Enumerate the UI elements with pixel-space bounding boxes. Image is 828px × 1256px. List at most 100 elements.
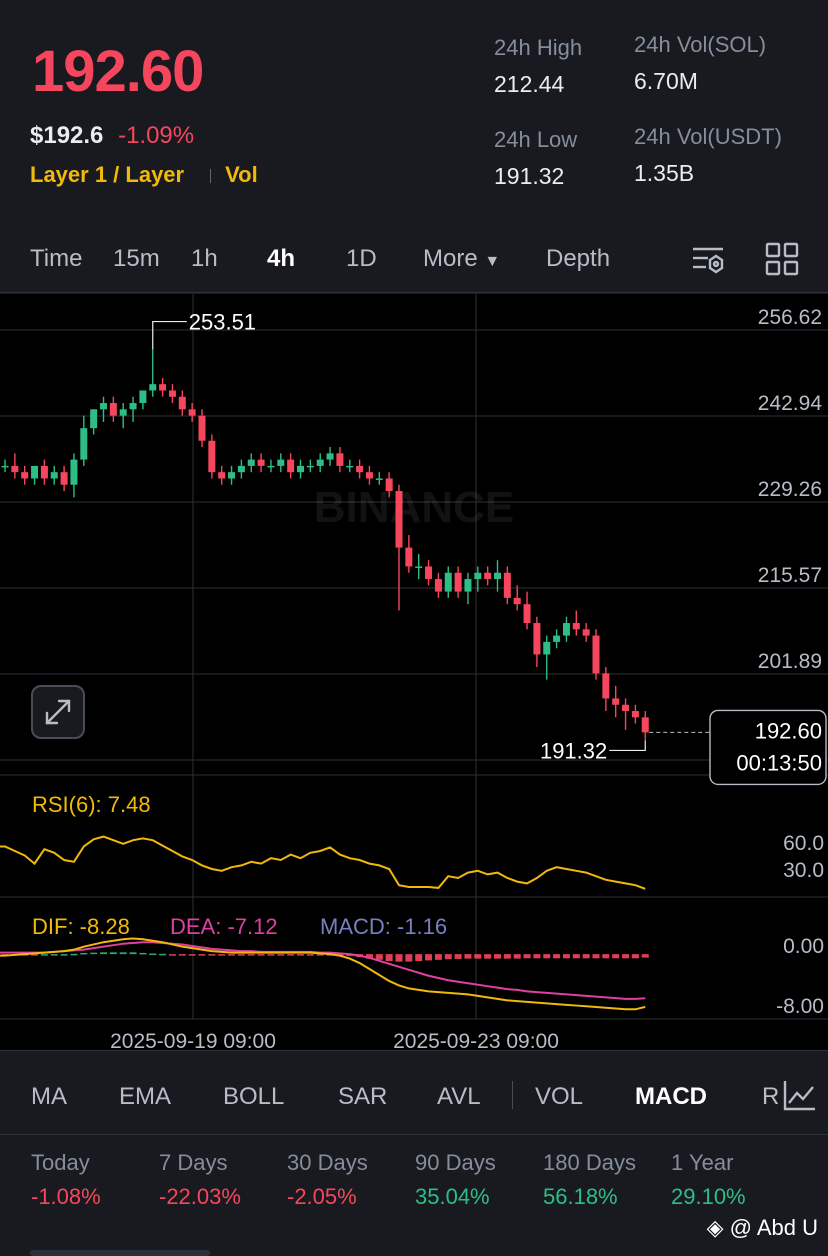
tab-more[interactable]: More ▼ bbox=[423, 245, 500, 273]
perf-label: 30 Days bbox=[287, 1150, 368, 1175]
macd-histogram-bar bbox=[622, 954, 630, 959]
candles-group bbox=[1, 349, 649, 741]
macd-panel: DIF: -8.28 DEA: -7.12 MACD: -1.16 0.00 -8.00 bbox=[0, 914, 824, 1018]
price-tick-label: 215.57 bbox=[758, 564, 822, 587]
rsi-tick-label: 30.0 bbox=[783, 859, 824, 882]
tab-ema[interactable]: EMA bbox=[119, 1083, 172, 1110]
macd-histogram-bar bbox=[503, 954, 511, 959]
indicator-settings-icon[interactable] bbox=[782, 1077, 818, 1113]
indicator-tabs: MA EMA BOLL SAR AVL VOL MACD R bbox=[0, 1050, 828, 1135]
tab-ma[interactable]: MA bbox=[31, 1083, 67, 1110]
macd-histogram-bar bbox=[129, 952, 137, 955]
tab-time[interactable]: Time bbox=[30, 245, 83, 272]
candle-body bbox=[602, 673, 610, 699]
candle-body bbox=[178, 396, 186, 410]
tab-4h[interactable]: 4h bbox=[267, 245, 296, 272]
candle-body bbox=[562, 623, 570, 636]
tab-vol[interactable]: VOL bbox=[535, 1083, 584, 1110]
stat-label: 24h High bbox=[494, 35, 583, 60]
candle-body bbox=[454, 572, 462, 592]
tag-row: Layer 1 / Layer Vol bbox=[30, 162, 258, 188]
perf-value: 56.18% bbox=[543, 1184, 618, 1209]
dea-label: DEA: -7.12 bbox=[170, 914, 278, 939]
user-watermark: ◈ @ Abd U bbox=[707, 1215, 818, 1241]
candle-body bbox=[513, 597, 521, 605]
macd-histogram-bar bbox=[484, 954, 492, 959]
candle-body bbox=[375, 478, 383, 480]
tab-avl[interactable]: AVL bbox=[437, 1083, 481, 1110]
tab-15m[interactable]: 15m bbox=[113, 245, 160, 272]
macd-histogram-bar bbox=[149, 953, 157, 956]
macd-tick-label: -8.00 bbox=[776, 995, 824, 1018]
vol-tag[interactable]: Vol bbox=[225, 162, 258, 187]
perf-90d: 90 Days 35.04% bbox=[415, 1150, 496, 1210]
time-tick-label: 2025-09-19 09:00 bbox=[110, 1030, 276, 1050]
candle-body bbox=[415, 566, 423, 568]
candle-body bbox=[306, 465, 314, 468]
candle-body bbox=[425, 566, 433, 580]
macd-histogram-bar bbox=[31, 954, 39, 956]
rsi-label: RSI(6): 7.48 bbox=[32, 792, 151, 817]
perf-1y: 1 Year 29.10% bbox=[671, 1150, 746, 1210]
tab-depth[interactable]: Depth bbox=[546, 245, 611, 272]
macd-histogram-bar bbox=[405, 954, 413, 962]
macd-histogram-bar bbox=[592, 954, 600, 959]
candle-body bbox=[533, 623, 541, 655]
candle-body bbox=[257, 459, 265, 466]
stat-value: 191.32 bbox=[494, 163, 565, 189]
perf-label: Today bbox=[31, 1150, 90, 1175]
change-percent: -1.09% bbox=[118, 122, 195, 149]
tab-1d[interactable]: 1D bbox=[346, 245, 377, 272]
price-tick-label: 201.89 bbox=[758, 650, 822, 673]
candle-body bbox=[70, 459, 78, 485]
macd-histogram-bar bbox=[40, 954, 48, 956]
macd-histogram-bar bbox=[70, 953, 78, 956]
tab-sar[interactable]: SAR bbox=[338, 1083, 388, 1110]
category-tag[interactable]: Layer 1 / Layer bbox=[30, 162, 185, 187]
candle-body bbox=[159, 384, 167, 391]
expand-icon bbox=[45, 699, 71, 725]
candle-body bbox=[149, 384, 157, 391]
price-tick-label: 242.94 bbox=[758, 392, 823, 415]
tab-boll[interactable]: BOLL bbox=[223, 1083, 285, 1110]
candlestick-chart[interactable]: BINANCE 256.62242.94229.26215.57201.8918… bbox=[0, 294, 828, 1050]
chart-settings-icon[interactable] bbox=[690, 241, 726, 277]
fullscreen-button[interactable] bbox=[31, 685, 85, 739]
macd-histogram-bar bbox=[306, 954, 314, 956]
macd-histogram-bar bbox=[454, 954, 462, 959]
chart-area[interactable]: BINANCE 256.62242.94229.26215.57201.8918… bbox=[0, 294, 828, 1050]
candle-body bbox=[523, 604, 531, 624]
macd-histogram-bar bbox=[198, 954, 206, 956]
macd-histogram-bar bbox=[80, 952, 88, 955]
rsi-tick-label: 60.0 bbox=[783, 832, 824, 855]
candle-body bbox=[218, 472, 226, 479]
layout-grid-icon[interactable] bbox=[764, 241, 800, 277]
tab-rsi-partial[interactable]: R bbox=[762, 1083, 780, 1110]
perf-label: 180 Days bbox=[543, 1150, 636, 1175]
macd-histogram-bar bbox=[277, 954, 285, 956]
stat-24h-low: 24h Low 191.32 bbox=[494, 127, 577, 190]
macd-histogram-bar bbox=[612, 954, 620, 959]
max-price-label: 253.51 bbox=[189, 310, 256, 335]
macd-histogram-bar bbox=[444, 954, 452, 960]
tab-1h[interactable]: 1h bbox=[191, 245, 218, 272]
max-leader-line bbox=[152, 320, 187, 350]
tab-macd[interactable]: MACD bbox=[635, 1083, 707, 1110]
candle-body bbox=[395, 491, 403, 548]
macd-histogram-bar bbox=[395, 954, 403, 962]
macd-histogram-bar bbox=[178, 954, 186, 956]
candle-body bbox=[592, 635, 600, 674]
candle-body bbox=[326, 453, 334, 460]
macd-histogram-bar bbox=[316, 954, 324, 956]
ticker-header: 192.60 $192.6 -1.09% Layer 1 / Layer Vol … bbox=[0, 0, 828, 225]
candle-body bbox=[641, 717, 649, 733]
macd-tick-label: 0.00 bbox=[783, 935, 824, 958]
candle-body bbox=[139, 390, 147, 404]
candle-body bbox=[474, 572, 482, 580]
price-tick-label: 256.62 bbox=[758, 306, 822, 329]
perf-180d: 180 Days 56.18% bbox=[543, 1150, 636, 1210]
macd-histogram-bar bbox=[139, 952, 147, 955]
macd-histogram-bar bbox=[50, 954, 58, 956]
candle-body bbox=[80, 428, 88, 460]
